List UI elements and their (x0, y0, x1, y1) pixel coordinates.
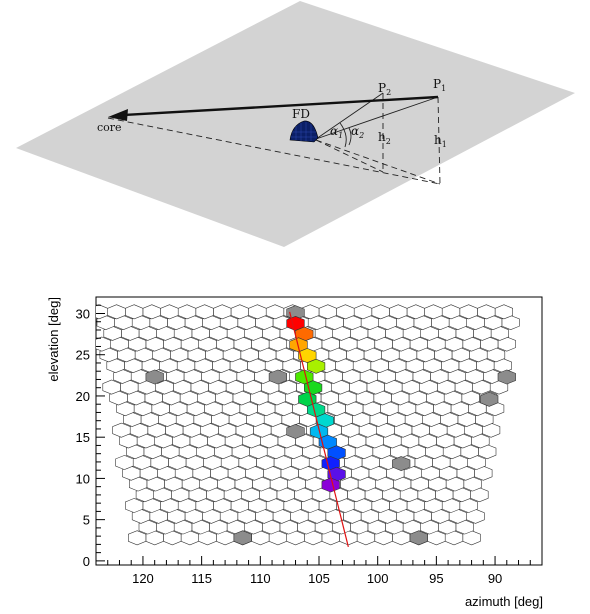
h1-label: h1 (434, 133, 447, 149)
camera-pixel (318, 304, 337, 320)
alpha1-label: α1 (330, 124, 343, 140)
x-tick-label: 115 (191, 571, 212, 586)
camera-pixel (126, 444, 145, 460)
x-tick-label: 95 (429, 571, 443, 586)
x-tick-label: 100 (367, 571, 389, 586)
y-tick-label: 25 (76, 348, 90, 363)
triggered-pixel (306, 358, 326, 374)
camera-pixel (135, 487, 154, 503)
camera-pixel (248, 304, 267, 320)
core-label: core (97, 121, 122, 134)
dead-pixel (233, 530, 252, 546)
camera-pixel (138, 519, 157, 535)
triggered-pixel (321, 477, 340, 493)
camera-pixel (459, 304, 478, 320)
dead-pixel (268, 369, 288, 385)
y-tick-label: 15 (76, 430, 90, 445)
camera-pixel (353, 304, 373, 320)
y-tick-label: 30 (76, 306, 90, 321)
camera-pixel (112, 422, 131, 438)
p1-label: P1 (433, 77, 446, 93)
y-tick-label: 0 (83, 554, 90, 569)
h2-label: h2 (378, 130, 391, 146)
projection-core-to-h1-base (107, 117, 441, 185)
camera-pixel (128, 530, 147, 546)
shower-fit-line (289, 311, 349, 548)
x-axis-label: azimuth [deg] (465, 594, 543, 609)
axes: 120 115 110 105 100 95 90 0 5 10 15 20 25 30 (76, 296, 543, 586)
y-tick-label: 5 (83, 513, 90, 528)
camera-pixel (103, 325, 122, 341)
camera-pixel (129, 476, 148, 492)
x-tick-label: 105 (308, 571, 330, 586)
x-tick-label: 90 (488, 571, 502, 586)
projection-fd-to-h2-base (315, 139, 384, 173)
dead-pixel (145, 369, 164, 385)
ground-plane (16, 1, 575, 247)
camera-pixel (406, 304, 425, 320)
y-tick-label: 10 (76, 471, 90, 486)
dead-pixel (409, 530, 428, 546)
camera-pixel (265, 304, 285, 320)
camera-pixels (96, 304, 520, 548)
camera-pixel (107, 304, 126, 320)
dead-pixel (480, 391, 499, 407)
camera-pixel (160, 304, 179, 320)
p2-label: P2 (378, 81, 391, 97)
camera-pixel (195, 304, 214, 320)
camera-pixel (213, 304, 232, 320)
camera-pixel (99, 347, 118, 363)
dead-pixel (286, 423, 305, 439)
camera-pixel (336, 304, 355, 320)
fd-label: FD (292, 107, 310, 121)
camera-pixel (142, 304, 161, 320)
dead-pixel (392, 456, 411, 472)
camera-pixel (122, 465, 141, 481)
camera-pixel (125, 304, 144, 320)
x-tick-label: 120 (132, 571, 154, 586)
camera-pixel (109, 390, 128, 406)
y-tick-label: 20 (76, 389, 90, 404)
geometry-sketch: core FD P1 P2 α1 α2 h2 h1 (16, 1, 575, 247)
x-tick-label: 110 (250, 571, 271, 586)
camera-pixel (371, 304, 390, 320)
camera-pixel (125, 498, 144, 513)
camera-pixel (477, 304, 496, 320)
camera-pixel (177, 304, 197, 320)
camera-pixel (96, 315, 115, 331)
camera-pixel (102, 379, 121, 395)
y-axis-label: elevation [deg] (46, 297, 61, 382)
h1-vertical (437, 96, 441, 185)
camera-pixel (96, 336, 111, 352)
camera-pixel (123, 411, 142, 427)
camera-pixel (494, 304, 514, 320)
camera-pixel (131, 508, 151, 524)
angle-arc-alpha2 (339, 122, 347, 148)
alpha2-label: α2 (351, 124, 364, 140)
camera-pixel (389, 304, 408, 320)
projection-fd-to-h1-base (315, 139, 441, 185)
shower-axis-arrowhead (108, 109, 128, 121)
camera-pixel (96, 304, 108, 320)
angle-arc-alpha1 (348, 127, 352, 146)
camera-pixel (424, 304, 443, 320)
camera-pixel (106, 358, 125, 374)
camera-pixel (113, 368, 132, 384)
shower-axis (123, 95, 439, 117)
camera-pixel (115, 455, 134, 470)
camera-pixel (119, 433, 138, 449)
camera-pixel (441, 304, 461, 320)
camera-plot: 120 115 110 105 100 95 90 0 5 10 15 20 25 30 azimuth … (46, 296, 543, 609)
dead-pixel (497, 369, 516, 385)
camera-pixel (230, 304, 249, 320)
camera-pixel (116, 401, 135, 417)
sight-line-p1 (315, 96, 439, 140)
